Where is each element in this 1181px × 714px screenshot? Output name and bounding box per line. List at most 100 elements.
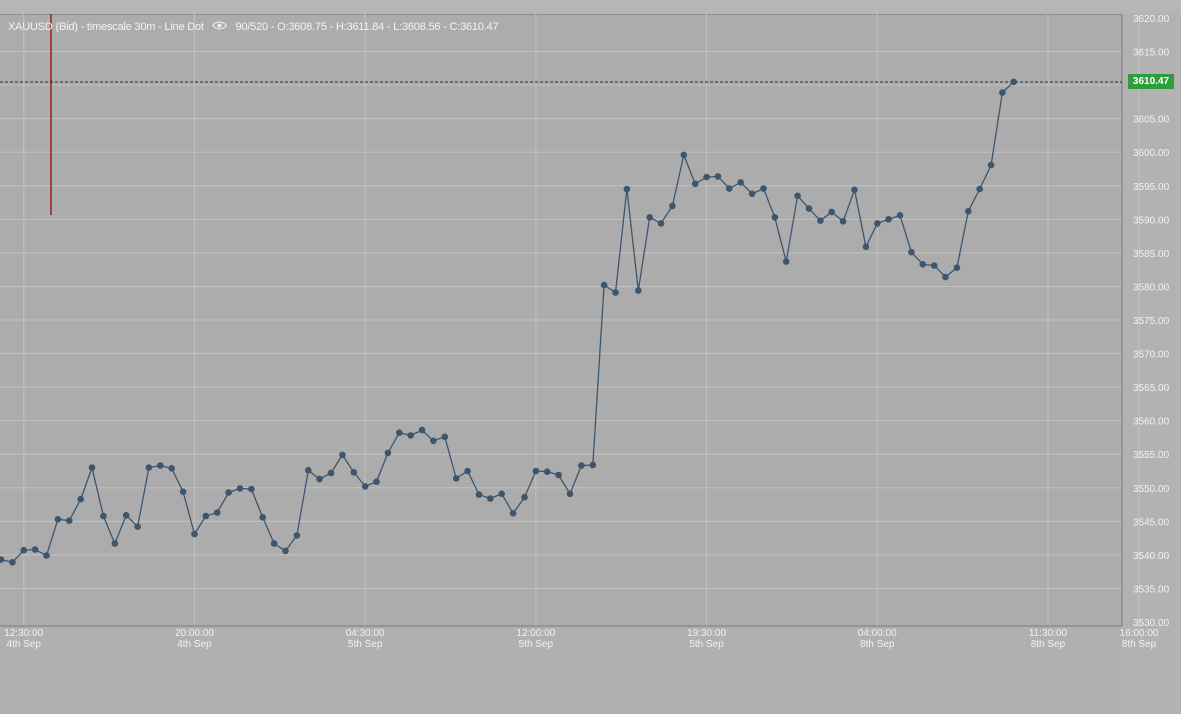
data-point[interactable] (236, 485, 244, 492)
data-point[interactable] (0, 556, 5, 563)
data-point[interactable] (452, 475, 460, 482)
data-point[interactable] (361, 483, 369, 490)
data-point[interactable] (521, 493, 528, 501)
data-point[interactable] (20, 546, 28, 554)
data-point[interactable] (976, 185, 983, 193)
data-point[interactable] (202, 512, 210, 520)
data-point[interactable] (703, 173, 710, 181)
data-point[interactable] (282, 547, 289, 555)
data-point[interactable] (942, 273, 949, 281)
data-point[interactable] (532, 467, 540, 475)
eye-icon[interactable] (211, 21, 227, 33)
data-point[interactable] (384, 449, 392, 457)
data-point[interactable] (726, 185, 733, 192)
y-tick-label: 3540.00 (1133, 551, 1170, 562)
data-point[interactable] (430, 437, 437, 445)
data-point[interactable] (407, 432, 415, 439)
data-point[interactable] (691, 180, 699, 188)
data-point[interactable] (305, 467, 312, 474)
data-point[interactable] (885, 216, 892, 223)
data-point[interactable] (441, 433, 449, 441)
data-point[interactable] (896, 212, 904, 219)
data-point[interactable] (919, 261, 927, 268)
data-point[interactable] (225, 489, 232, 496)
data-point[interactable] (555, 471, 562, 479)
data-point[interactable] (748, 190, 756, 198)
data-point[interactable] (908, 248, 915, 256)
data-point[interactable] (213, 509, 221, 516)
data-point[interactable] (771, 214, 779, 221)
data-point[interactable] (782, 258, 790, 265)
data-point[interactable] (54, 516, 62, 523)
data-point[interactable] (646, 214, 653, 221)
data-point[interactable] (464, 467, 471, 475)
data-point[interactable] (339, 451, 346, 459)
data-point[interactable] (669, 202, 676, 210)
data-point[interactable] (578, 462, 585, 469)
data-point[interactable] (987, 161, 995, 169)
data-point[interactable] (327, 469, 335, 477)
data-point[interactable] (373, 478, 380, 486)
data-point[interactable] (953, 264, 961, 272)
data-point[interactable] (828, 208, 835, 216)
data-point[interactable] (1010, 78, 1018, 86)
data-point[interactable] (589, 461, 597, 469)
data-point[interactable] (839, 218, 847, 225)
data-point[interactable] (657, 220, 665, 227)
data-point[interactable] (179, 488, 187, 496)
data-point[interactable] (270, 540, 278, 547)
data-point[interactable] (134, 523, 141, 530)
data-point[interactable] (760, 185, 767, 192)
data-point[interactable] (635, 287, 642, 294)
data-point[interactable] (100, 512, 107, 520)
data-point[interactable] (612, 289, 619, 296)
data-point[interactable] (43, 552, 50, 559)
data-point[interactable] (737, 179, 744, 186)
data-point[interactable] (293, 532, 301, 539)
data-point[interactable] (168, 465, 175, 472)
data-point[interactable] (509, 510, 517, 517)
x-tick-time: 19:30:00 (687, 628, 726, 639)
data-point[interactable] (566, 490, 574, 498)
data-point[interactable] (623, 185, 631, 193)
data-point[interactable] (248, 485, 255, 493)
data-point[interactable] (316, 475, 323, 483)
data-point[interactable] (999, 89, 1006, 96)
data-point[interactable] (66, 517, 73, 524)
data-point[interactable] (9, 559, 16, 566)
data-point[interactable] (600, 281, 608, 289)
data-point[interactable] (350, 469, 358, 476)
price-axis-panel[interactable] (1122, 14, 1181, 714)
data-point[interactable] (396, 429, 403, 437)
data-point[interactable] (487, 495, 494, 502)
data-point[interactable] (851, 186, 858, 194)
data-point[interactable] (31, 546, 39, 553)
data-point[interactable] (714, 173, 722, 180)
data-point[interactable] (965, 208, 972, 215)
top-toolbar-strip (0, 0, 1181, 15)
data-point[interactable] (157, 462, 164, 469)
data-point[interactable] (88, 464, 96, 471)
time-axis-panel[interactable] (0, 626, 1122, 714)
data-point[interactable] (418, 426, 426, 434)
data-point[interactable] (817, 217, 824, 224)
data-point[interactable] (111, 540, 119, 547)
data-point[interactable] (805, 205, 813, 212)
data-point[interactable] (77, 495, 84, 503)
data-point[interactable] (543, 468, 551, 476)
data-point[interactable] (680, 151, 688, 159)
data-point[interactable] (794, 192, 801, 200)
data-point[interactable] (498, 490, 506, 498)
data-point[interactable] (145, 464, 153, 471)
data-point[interactable] (122, 512, 130, 519)
data-point[interactable] (259, 514, 267, 521)
data-point[interactable] (862, 243, 870, 251)
data-point[interactable] (874, 220, 881, 227)
data-point[interactable] (191, 530, 198, 538)
data-point[interactable] (475, 491, 483, 498)
x-tick-time: 12:00:00 (516, 628, 555, 639)
data-point[interactable] (930, 262, 938, 269)
